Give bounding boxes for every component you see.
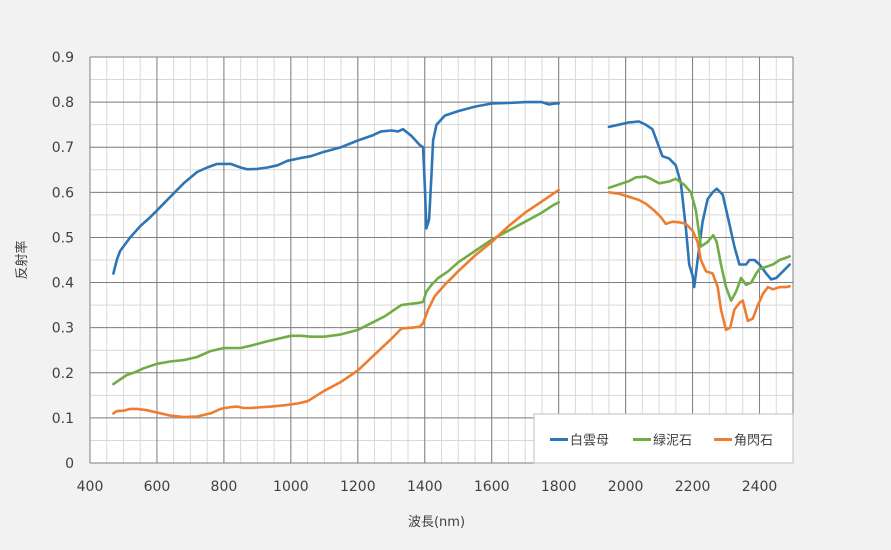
y-tick-label: 0.3: [52, 321, 74, 337]
x-tick-label: 1400: [407, 479, 443, 495]
x-tick-label: 2200: [675, 479, 711, 495]
series-line-segment: [607, 175, 791, 302]
x-axis-ticks: 400 600 800 1000 1200 1400 1600 1800 2000 2200 240…: [77, 479, 778, 495]
y-axis-ticks: 0 0.1 0.2 0.3 0.4 0.5 0.6 0.7 0.8 0.9: [52, 50, 74, 472]
series-lines: [112, 100, 791, 419]
legend-box: [533, 413, 794, 464]
series-line-segment: [607, 191, 791, 332]
series-2: [112, 175, 791, 386]
series-line-segment: [112, 188, 560, 419]
y-tick-label: 0: [65, 456, 74, 472]
y-tick-label: 0.2: [52, 366, 74, 382]
y-tick-label: 0.8: [52, 95, 74, 111]
legend-label: 緑泥石: [653, 434, 692, 449]
x-tick-label: 1000: [273, 479, 309, 495]
series-line-segment: [112, 201, 560, 386]
x-tick-label: 1800: [541, 479, 577, 495]
x-tick-label: 2400: [742, 479, 778, 495]
y-tick-label: 0.1: [52, 411, 74, 427]
y-tick-label: 0.7: [52, 140, 74, 156]
x-axis-title: 波長(nm): [408, 515, 465, 530]
legend-label: 角閃石: [734, 434, 773, 449]
y-tick-label: 0.6: [52, 185, 74, 201]
series-3: [112, 188, 791, 419]
y-tick-label: 0.9: [52, 50, 74, 66]
legend: 白雲母 緑泥石 角閃石: [533, 413, 794, 464]
y-tick-label: 0.4: [52, 276, 74, 292]
x-tick-label: 2000: [608, 479, 644, 495]
x-tick-label: 600: [144, 479, 171, 495]
y-tick-label: 0.5: [52, 230, 74, 246]
x-tick-label: 400: [77, 479, 104, 495]
x-tick-label: 1200: [340, 479, 376, 495]
major-gridlines: [89, 56, 794, 464]
x-tick-label: 1600: [474, 479, 510, 495]
series-line-segment: [112, 100, 560, 275]
x-tick-label: 800: [211, 479, 238, 495]
series-1: [112, 100, 791, 289]
series-line-segment: [607, 120, 791, 289]
y-axis-title: 反射率: [14, 240, 30, 279]
legend-label: 白雲母: [570, 433, 609, 449]
